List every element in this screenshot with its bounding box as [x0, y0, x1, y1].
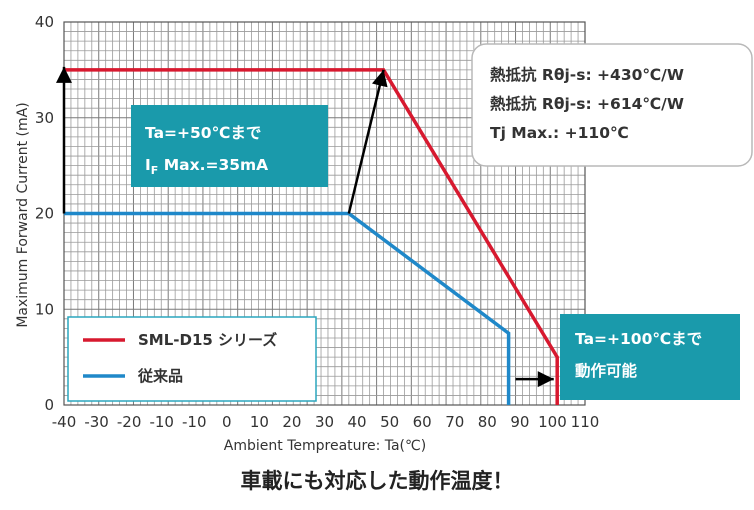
arrow-knee-head	[372, 69, 388, 88]
legend-label-conventional: 従来品	[137, 367, 183, 385]
chart-axes: -40 -30 -20 -10 -10 0 10 20 30 40 50 60 70 80 90 100 110…	[35, 13, 599, 431]
callout-left-line2-rest: Max.=35mA	[158, 156, 268, 174]
x-tick-label: 30	[315, 413, 334, 431]
series-line-0	[64, 68, 559, 405]
x-tick-label: -30	[84, 413, 109, 431]
chart-caption: 車載にも対応した動作温度！	[241, 469, 514, 493]
x-axis-title: Ambient Tempreature: Ta(℃)	[224, 438, 426, 454]
callout-right-box	[560, 314, 740, 400]
x-tick-label: 0	[222, 413, 232, 431]
legend-label-sml-d15: SML-D15 シリーズ	[138, 331, 277, 349]
x-tick-label: 10	[250, 413, 269, 431]
y-axis-title: Maximum Forward Current (mA)	[15, 102, 31, 327]
info-line1: 熱抵抗 Rθj-s: +430℃/W	[490, 65, 684, 84]
callout-left-line2-main: I	[145, 156, 151, 174]
x-tick-label: -10	[182, 413, 207, 431]
x-tick-label: -40	[52, 413, 77, 431]
y-tick-label: 10	[35, 300, 54, 318]
y-tick-label: 30	[35, 109, 54, 127]
x-tick-label: -20	[117, 413, 142, 431]
info-line3: Tj Max.: +110℃	[490, 124, 629, 142]
chart-arrows	[56, 66, 554, 388]
info-box-frame	[471, 43, 753, 167]
legend: SML-D15 シリーズ 従来品	[67, 316, 317, 402]
callout-right-line1: Ta=+100℃まで	[575, 330, 702, 348]
x-tick-label: 60	[413, 413, 432, 431]
x-tick-label: 110	[571, 413, 600, 431]
callout-left-box	[131, 105, 328, 187]
series-line-1	[64, 211, 511, 405]
callout-left-line2: IF Max.=35mA	[145, 156, 268, 177]
y-tick-label: 0	[44, 396, 54, 414]
arrow-left-up-head	[56, 66, 72, 83]
info-line2: 熱抵抗 Rθj-s: +614℃/W	[490, 94, 684, 113]
x-tick-label: 20	[282, 413, 301, 431]
legend-frame	[67, 316, 317, 402]
callout-right-line2: 動作可能	[575, 361, 638, 380]
x-tick-label: 40	[348, 413, 367, 431]
callout-left-line1: Ta=+50℃まで	[145, 124, 261, 142]
x-tick-label: 50	[380, 413, 399, 431]
y-tick-label: 20	[35, 205, 54, 223]
callout-left-line2-sub: F	[151, 164, 159, 177]
arrow-knee-shaft	[347, 69, 385, 214]
x-tick-label: 80	[478, 413, 497, 431]
arrow-right-head	[537, 371, 554, 388]
callout-right: Ta=+100℃まで 動作可能	[560, 314, 740, 400]
x-tick-label: 90	[510, 413, 529, 431]
chart-series	[64, 68, 559, 405]
x-tick-label: 70	[445, 413, 464, 431]
x-tick-label: -10	[149, 413, 174, 431]
info-box: 熱抵抗 Rθj-s: +430℃/W 熱抵抗 Rθj-s: +614℃/W Tj…	[471, 43, 753, 167]
y-tick-label: 40	[35, 13, 54, 31]
x-tick-label: 100	[538, 413, 567, 431]
callout-left: Ta=+50℃まで IF Max.=35mA	[131, 105, 328, 187]
